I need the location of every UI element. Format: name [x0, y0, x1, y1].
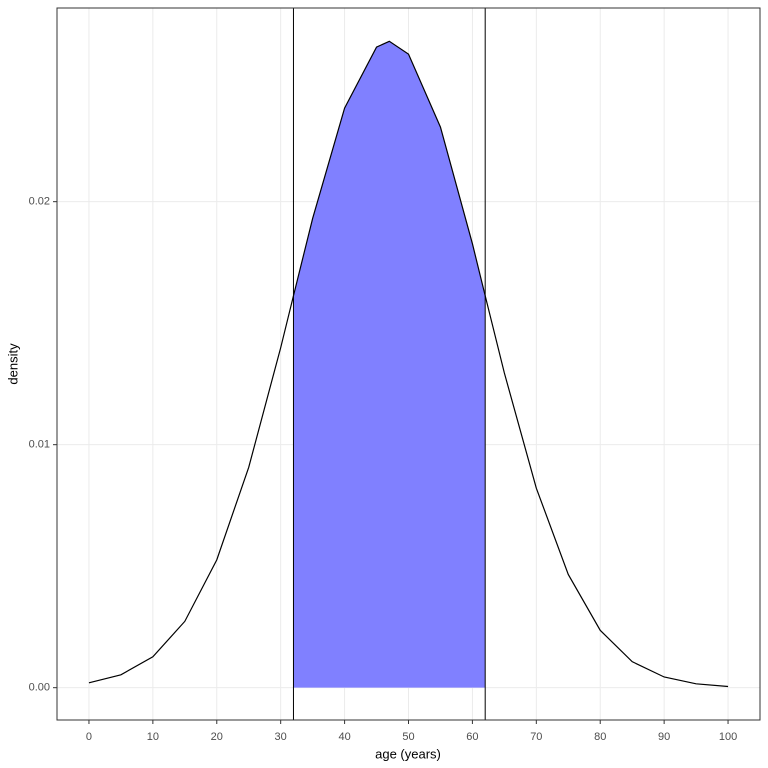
y-tick-label: 0.00 [29, 682, 50, 694]
x-tick-label: 20 [211, 731, 223, 743]
x-tick-label: 50 [402, 731, 414, 743]
shaded-area [293, 41, 486, 688]
density-line [88, 40, 729, 688]
x-tick-label: 100 [719, 731, 737, 743]
x-tick-label: 30 [275, 731, 287, 743]
x-axis-title: age (years) [375, 746, 441, 761]
x-tick-label: 0 [86, 731, 92, 743]
x-tick-label: 80 [594, 731, 606, 743]
panel-border [56, 7, 761, 721]
y-tick-label: 0.02 [29, 196, 50, 208]
y-axis-title: density [5, 343, 20, 385]
y-tick-label: 0.01 [29, 439, 50, 451]
x-tick-label: 70 [530, 731, 542, 743]
x-tick-label: 60 [466, 731, 478, 743]
x-tick-label: 90 [658, 731, 670, 743]
x-tick-label: 40 [338, 731, 350, 743]
x-tick-label: 10 [147, 731, 159, 743]
